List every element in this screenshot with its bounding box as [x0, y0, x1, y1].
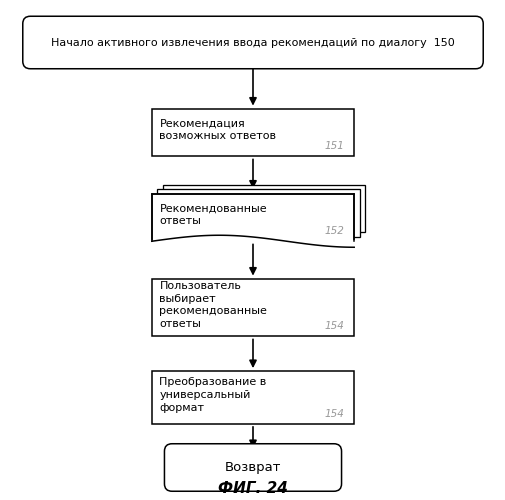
Bar — [152, 279, 354, 336]
FancyBboxPatch shape — [164, 444, 341, 491]
Text: Возврат: Возврат — [224, 461, 281, 474]
Bar — [152, 194, 354, 242]
Text: Пользователь
выбирает
рекомендованные
ответы: Пользователь выбирает рекомендованные от… — [159, 281, 267, 329]
Bar — [163, 184, 365, 232]
Bar — [152, 371, 354, 424]
Text: 154: 154 — [324, 322, 343, 331]
Text: ФИГ. 24: ФИГ. 24 — [218, 481, 287, 496]
Text: Рекомендация
возможных ответов: Рекомендация возможных ответов — [159, 118, 276, 142]
Text: 151: 151 — [324, 141, 343, 151]
Text: Начало активного извлечения ввода рекомендаций по диалогу  150: Начало активного извлечения ввода рекоме… — [51, 38, 454, 48]
Bar — [152, 109, 354, 156]
Text: Преобразование в
универсальный
формат: Преобразование в универсальный формат — [159, 377, 266, 413]
FancyBboxPatch shape — [23, 16, 482, 68]
Bar — [157, 189, 359, 237]
Text: 154: 154 — [324, 409, 343, 419]
Text: Рекомендованные
ответы: Рекомендованные ответы — [159, 204, 267, 227]
Text: 152: 152 — [324, 226, 343, 236]
